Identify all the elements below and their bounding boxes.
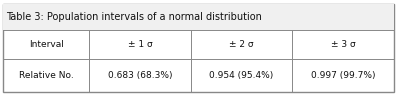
Text: ± 2 σ: ± 2 σ — [229, 40, 254, 49]
Text: ± 3 σ: ± 3 σ — [331, 40, 355, 49]
Text: Relative No.: Relative No. — [19, 71, 73, 80]
Text: 0.683 (68.3%): 0.683 (68.3%) — [108, 71, 172, 80]
Text: ± 1 σ: ± 1 σ — [127, 40, 152, 49]
Text: 0.997 (99.7%): 0.997 (99.7%) — [311, 71, 375, 80]
Text: Interval: Interval — [29, 40, 64, 49]
Text: Table 3: Population intervals of a normal distribution: Table 3: Population intervals of a norma… — [6, 12, 262, 22]
Bar — [3, 4, 394, 30]
Text: 0.954 (95.4%): 0.954 (95.4%) — [209, 71, 274, 80]
